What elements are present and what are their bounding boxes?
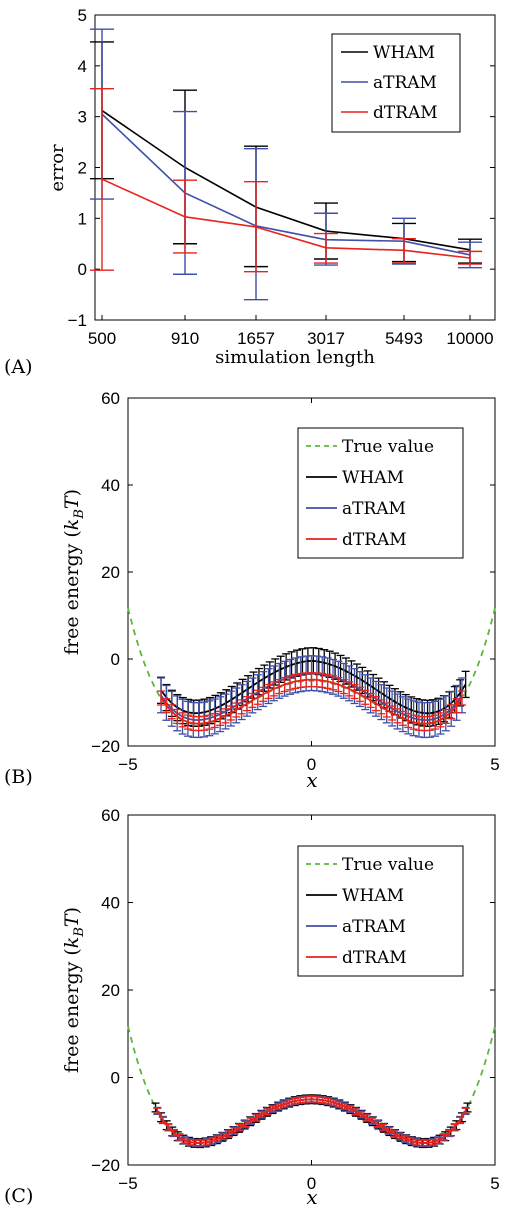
panel-a-ticks: −1 0 1 2 3 4 5 500 910 1657 3017 5493 10000 [68,6,495,348]
panel-a-series-line [101,178,471,259]
panel-b-ytick-label: 0 [111,650,120,669]
panel-b-legend-label: dTRAM [342,530,407,550]
panel-b-label: (B) [4,766,33,788]
panel-a-ytick-label: 3 [78,108,87,127]
panel-c-ylabel: free energy (kBT) [61,907,87,1073]
panel-a-ytick-label: −1 [68,311,87,330]
panel-b-series-line [160,659,467,715]
panel-a-xtick-label: 3017 [307,329,345,348]
panel-a-xlabel: simulation length [215,347,375,368]
panel-c-ytick-label: 60 [101,806,120,825]
panel-b-legend-label: True value [342,437,434,457]
panel-a-ylabel: error [47,144,68,192]
panel-a-error-chart: −1 0 1 2 3 4 5 500 910 1657 3017 5493 10000 error si… [4,6,496,378]
panel-b-ytick-label: −20 [91,737,120,756]
panel-a-legend-label: dTRAM [373,103,438,123]
panel-c-xlabel: x [306,1185,317,1209]
panel-c-series-line [154,1098,469,1145]
panel-b-xtick-label: −5 [118,755,137,774]
panel-c-xtick-label: −5 [118,1174,137,1193]
panel-b-legend: True value WHAM aTRAM dTRAM [297,427,464,559]
panel-c-ytick-label: 0 [111,1069,120,1088]
panel-b-ylabel: free energy (kBT) [61,489,87,655]
panel-b-ytick-label: 40 [101,476,120,495]
panel-a-legend-box [331,33,461,133]
panel-c-series-line [156,1098,467,1144]
panel-a-marks [90,28,482,301]
panel-c-legend-label: dTRAM [342,948,407,968]
panel-c-ytick-label: 40 [101,894,120,913]
panel-b-marks [127,607,496,739]
panel-b-xlabel: x [306,768,317,792]
panel-b-xtick-label: 5 [490,755,499,774]
panel-b-ytick-label: 20 [101,563,120,582]
panel-b-series-line [160,678,463,725]
panel-b-xtick-label: 0 [307,755,316,774]
panel-b-legend-label: aTRAM [342,499,406,519]
panel-c-legend-label: WHAM [342,886,404,906]
panel-c-xtick-label: 0 [307,1174,316,1193]
panel-a-xtick-label: 1657 [237,329,275,348]
panel-a-ytick-label: 0 [78,260,87,279]
panel-a-ytick-label: 2 [78,159,87,178]
panel-a-series-line [101,109,471,251]
panel-c-ytick-label: 20 [101,981,120,1000]
panel-a-label: (A) [4,356,33,378]
panel-a-xtick-label: 10000 [446,329,493,348]
panel-a-xtick-label: 500 [88,329,116,348]
panel-a-series-line [101,113,471,256]
panel-a-legend: WHAM aTRAM dTRAM [331,33,461,133]
panel-c-legend: True value WHAM aTRAM dTRAM [297,845,464,977]
panel-c-ticks: −20 0 20 40 60 −5 0 5 [91,806,500,1193]
panel-b-ticks: −20 0 20 40 60 −5 0 5 [91,389,500,774]
panel-c-series-line [156,1098,467,1144]
panel-c-true-value-line [127,1026,496,1144]
panel-c-xtick-label: 5 [490,1174,499,1193]
panel-b-ytick-label: 60 [101,389,120,408]
panel-a-xtick-label: 5493 [385,329,423,348]
panel-a-ytick-label: 4 [78,57,87,76]
panel-a-ytick-label: 5 [78,6,87,25]
panel-a-ytick-label: 1 [78,209,87,228]
panel-c-marks [127,1026,496,1149]
panel-b-legend-label: WHAM [342,468,404,488]
panel-b-free-energy-chart: −20 0 20 40 60 −5 0 5 free energy (kBT) x (B) T… [4,389,500,792]
panel-c-free-energy-chart: −20 0 20 40 60 −5 0 5 free energy (kBT) x (C) T… [4,806,500,1209]
panel-c-legend-label: aTRAM [342,917,406,937]
panel-a-xtick-label: 910 [171,329,199,348]
panel-c-legend-label: True value [342,855,434,875]
panel-a-legend-label: aTRAM [373,73,437,93]
panel-c-legend-box [297,845,464,977]
panel-a-legend-label: WHAM [373,43,435,63]
panel-c-ytick-label: −20 [91,1156,120,1175]
panel-c-label: (C) [4,1185,33,1207]
panel-b-legend-box [297,427,464,559]
